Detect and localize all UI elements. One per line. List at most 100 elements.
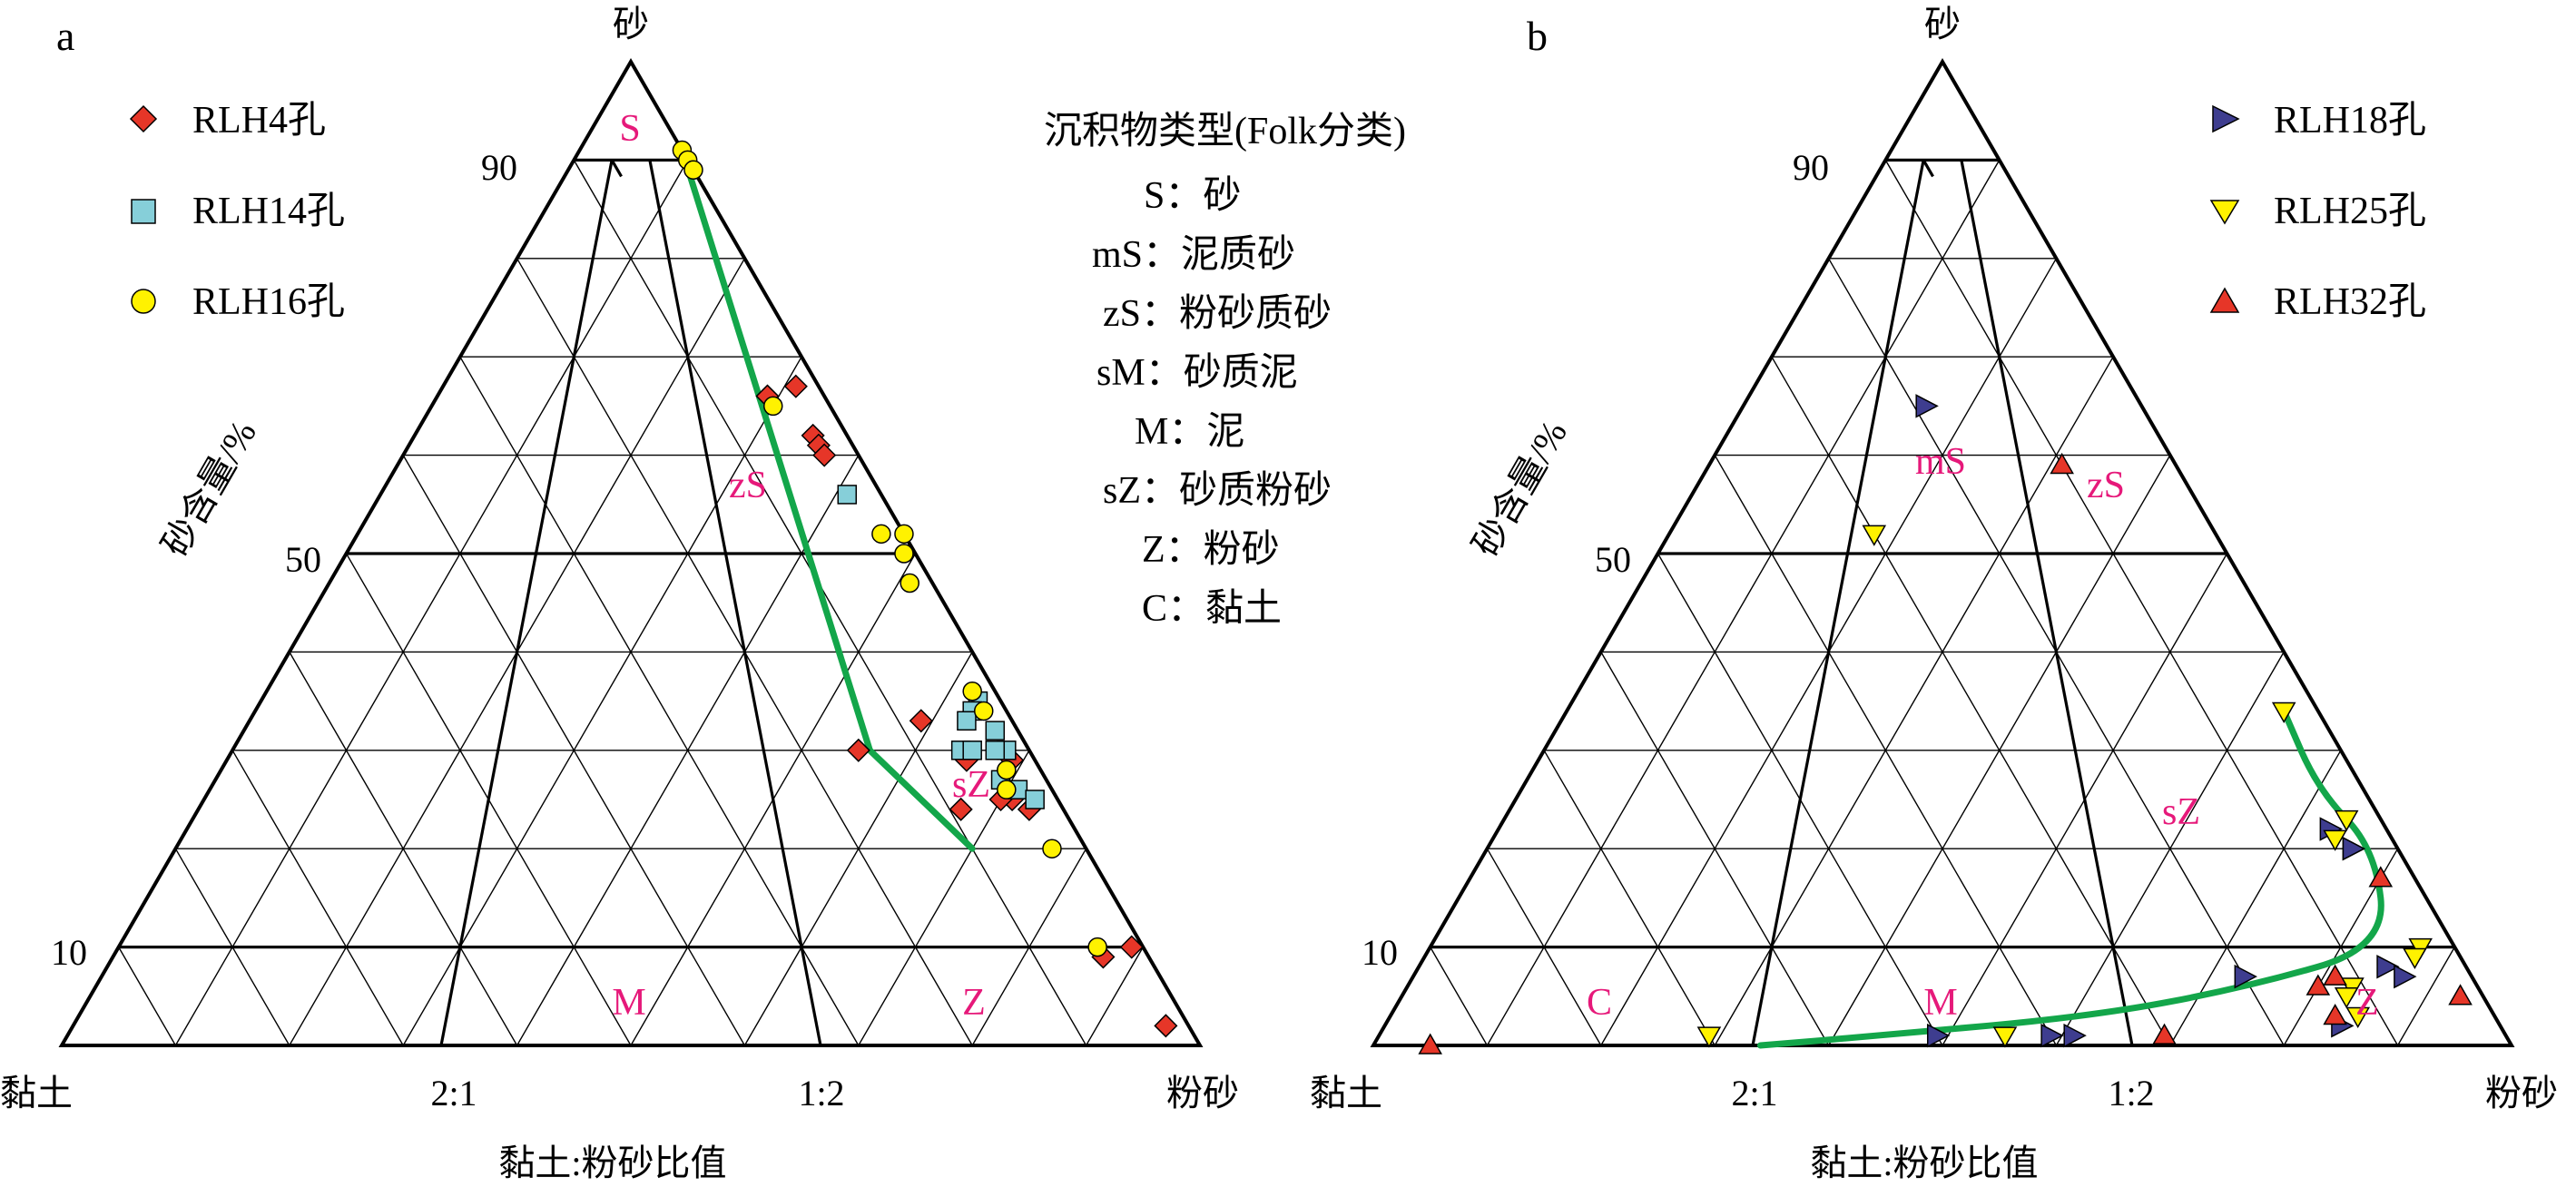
data-point-RLH18 bbox=[2234, 964, 2257, 989]
side-axis-label-a: 砂含量/% bbox=[154, 414, 264, 564]
panel-label-a: a bbox=[56, 13, 74, 59]
data-point-RLH4 bbox=[783, 374, 808, 398]
triangle-frame bbox=[1370, 58, 2515, 1047]
data-point-RLH25 bbox=[2334, 987, 2359, 1009]
boundary-ratio-1-2 bbox=[1960, 160, 2134, 1046]
boundary-ratio-2-1-top bbox=[610, 159, 623, 178]
data-point-RLH16 bbox=[683, 160, 703, 180]
data-point-RLH16 bbox=[900, 573, 919, 594]
right-label-b: 粉砂 bbox=[2485, 1073, 2558, 1113]
class-item-S: S：砂 bbox=[1144, 175, 1241, 217]
data-point-RLH18 bbox=[2063, 1023, 2087, 1048]
data-point-RLH25 bbox=[1696, 1026, 1722, 1048]
boundary-ratio-1-2 bbox=[648, 160, 822, 1046]
boundary-ratio-2-1 bbox=[439, 160, 614, 1046]
data-point-RLH16 bbox=[894, 524, 914, 544]
data-point-RLH16 bbox=[871, 524, 891, 544]
data-point-RLH25 bbox=[2334, 809, 2359, 832]
grid-line-clay bbox=[573, 160, 1087, 1046]
legend-marker-RLH18 bbox=[2212, 104, 2240, 133]
class-item-Z: Z：粉砂 bbox=[1142, 529, 1280, 571]
side-axis-label-b: 砂含量/% bbox=[1465, 414, 1575, 564]
grid-line-silt bbox=[2055, 652, 2285, 1046]
sand-tick-a-10: 10 bbox=[51, 932, 87, 973]
data-point-RLH16 bbox=[973, 701, 994, 721]
data-point-RLH25 bbox=[1862, 525, 1887, 546]
legend-marker-RLH14 bbox=[131, 199, 156, 224]
zone-label-a-Z: Z bbox=[962, 982, 986, 1024]
grid-line-clay bbox=[1771, 356, 2171, 1046]
classification-title: 沉积物类型(Folk分类) bbox=[1044, 111, 1406, 152]
sand-tick-b-10: 10 bbox=[1362, 932, 1398, 973]
ratio-tick-b-2-1: 2:1 bbox=[1731, 1073, 1777, 1113]
zone-label-b-Z: Z bbox=[2355, 982, 2379, 1024]
triangle-frame bbox=[58, 58, 1204, 1047]
grid-line-silt bbox=[402, 356, 802, 1046]
grid-line-silt bbox=[2396, 947, 2455, 1046]
data-point-RLH4 bbox=[846, 738, 870, 762]
legend-marker-RLH32 bbox=[2209, 287, 2240, 313]
data-point-RLH18 bbox=[2394, 964, 2417, 989]
zone-label-b-zS: zS bbox=[2087, 465, 2125, 506]
data-point-RLH18 bbox=[2342, 836, 2366, 861]
apex-label-a: 砂 bbox=[613, 4, 649, 44]
data-point-RLH32 bbox=[2368, 866, 2394, 888]
legend-label-RLH25: RLH25孔 bbox=[2274, 191, 2426, 232]
data-point-RLH25 bbox=[2271, 701, 2296, 723]
data-point-RLH18 bbox=[2040, 1023, 2064, 1048]
data-point-RLH25 bbox=[1992, 1026, 2018, 1048]
trend-line bbox=[678, 147, 976, 852]
panel-label-b: b bbox=[1527, 13, 1548, 59]
legend-marker-RLH16 bbox=[131, 289, 156, 314]
apex-label-b: 砂 bbox=[1924, 4, 1961, 44]
data-point-RLH32 bbox=[1418, 1033, 1442, 1055]
left-label-b: 黏土 bbox=[1310, 1073, 1382, 1113]
data-point-RLH14 bbox=[985, 741, 1006, 760]
data-point-RLH32 bbox=[2448, 984, 2473, 1006]
legend-b: RLH18孔 RLH25孔 RLH32孔 bbox=[2209, 100, 2426, 323]
grid-line-silt bbox=[174, 160, 689, 1046]
data-point-RLH4 bbox=[1154, 1014, 1178, 1038]
legend-label-RLH32: RLH32孔 bbox=[2274, 281, 2426, 323]
grid-line-silt bbox=[1085, 947, 1144, 1046]
legend-label-RLH18: RLH18孔 bbox=[2274, 100, 2426, 142]
class-item-zS: zS：粉砂质砂 bbox=[1103, 293, 1332, 335]
legend-label-RLH4: RLH4孔 bbox=[192, 100, 326, 142]
legend-a: RLH4孔 RLH14孔 RLH16孔 bbox=[129, 100, 345, 323]
data-point-RLH14 bbox=[837, 485, 858, 505]
data-point-RLH16 bbox=[763, 396, 783, 417]
grid-line-silt bbox=[1714, 356, 2114, 1046]
grid-line-clay bbox=[1430, 947, 1489, 1046]
data-point-RLH4 bbox=[909, 709, 933, 733]
data-point-RLH16 bbox=[1042, 839, 1062, 858]
boundary-ratio-2-1 bbox=[1751, 160, 1925, 1046]
data-point-RLH32 bbox=[2323, 964, 2347, 986]
sand-tick-a-90: 90 bbox=[481, 147, 517, 188]
data-point-RLH14 bbox=[985, 721, 1006, 741]
data-point-RLH18 bbox=[1926, 1023, 1951, 1048]
classification-key: 沉积物类型(Folk分类) S：砂 mS：泥质砂 zS：粉砂质砂 sM：砂质泥 … bbox=[1044, 111, 1406, 630]
sand-tick-b-50: 50 bbox=[1595, 539, 1631, 580]
sand-tick-b-90: 90 bbox=[1793, 147, 1829, 188]
class-item-C: C：黏土 bbox=[1142, 588, 1282, 630]
ratio-tick-a-1-2: 1:2 bbox=[798, 1073, 844, 1113]
data-point-RLH14 bbox=[962, 741, 982, 760]
data-point-RLH25 bbox=[2403, 947, 2427, 969]
boundary-ratio-2-1-top bbox=[1922, 159, 1934, 178]
data-point-RLH16 bbox=[997, 760, 1017, 780]
grid-line-clay bbox=[118, 947, 177, 1046]
data-point-RLH16 bbox=[1087, 937, 1107, 957]
data-point-RLH25 bbox=[2345, 1006, 2371, 1028]
legend-label-RLH14: RLH14孔 bbox=[192, 191, 345, 232]
zone-label-b-M: M bbox=[1923, 982, 1957, 1024]
zone-label-b-C: C bbox=[1587, 982, 1612, 1024]
data-point-RLH14 bbox=[957, 711, 977, 731]
legend-marker-RLH4 bbox=[129, 104, 158, 133]
zone-label-b-sZ: sZ bbox=[2162, 791, 2200, 833]
data-point-RLH32 bbox=[2050, 452, 2074, 475]
data-point-RLH16 bbox=[997, 780, 1017, 800]
class-item-M: M：泥 bbox=[1135, 411, 1244, 453]
class-item-mS: mS：泥质砂 bbox=[1092, 234, 1295, 276]
